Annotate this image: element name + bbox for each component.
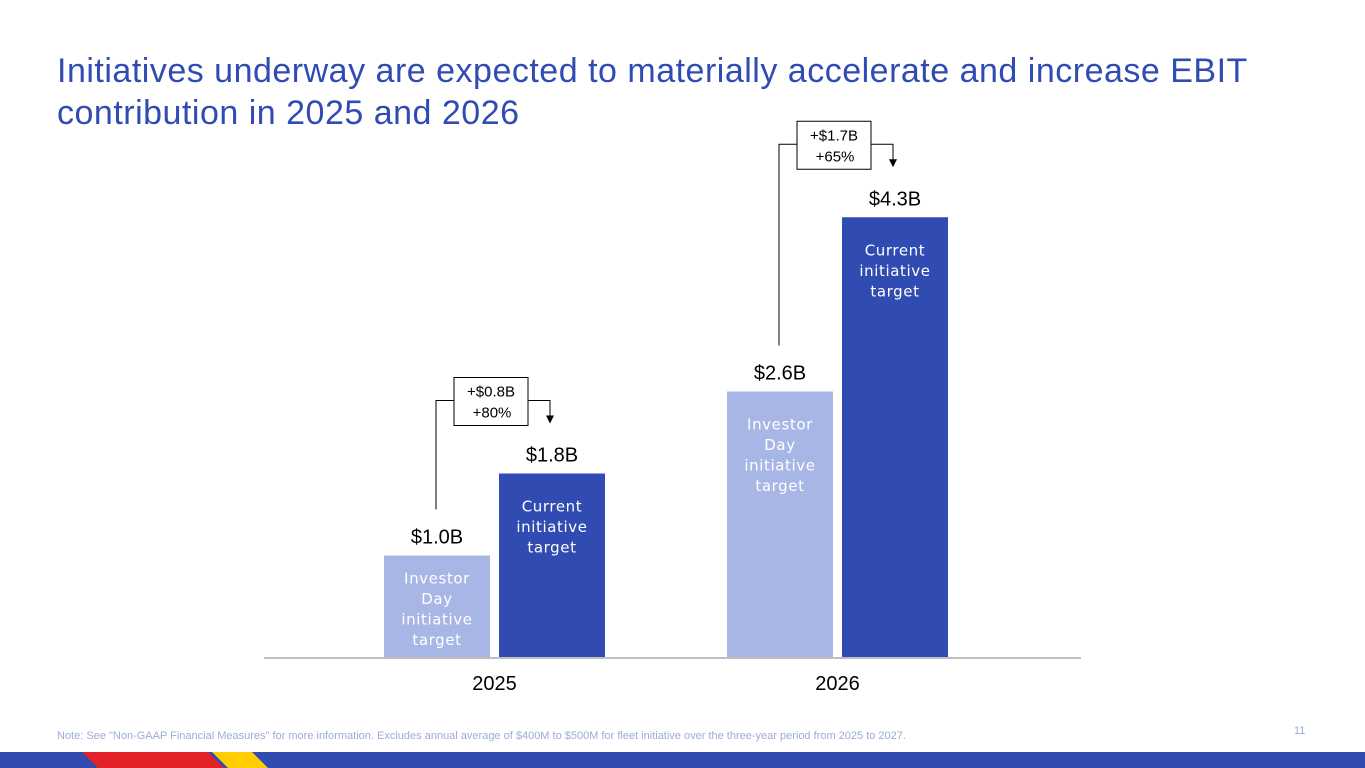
bar-inner-label-2025-investor-day: initiative xyxy=(401,611,472,629)
delta-box-2025 xyxy=(453,377,529,426)
footer-blue-stripe xyxy=(0,752,1365,768)
bar-inner-label-2025-investor-day: Day xyxy=(421,590,452,608)
x-tick-label-2026: 2026 xyxy=(815,673,860,695)
bar-inner-label-2026-investor-day: initiative xyxy=(744,457,815,475)
bar-inner-label-2026-investor-day: target xyxy=(755,477,804,495)
bar-inner-label-2026-investor-day: Investor xyxy=(747,416,813,434)
bar-current-2026 xyxy=(842,217,948,658)
delta-arrowhead-2026 xyxy=(889,159,897,168)
bar-inner-label-2025-current: target xyxy=(527,539,576,557)
bar-inner-label-2026-current: target xyxy=(870,282,919,300)
bar-investor-day-2025 xyxy=(384,555,490,658)
delta-box-2026 xyxy=(796,120,872,170)
bar-inner-label-2026-investor-day: Day xyxy=(764,436,795,454)
bar-inner-label-2025-current: initiative xyxy=(516,518,587,536)
delta-arrowhead-2025 xyxy=(546,415,554,424)
delta-percent-2026: +65% xyxy=(816,148,855,165)
bar-inner-label-2025-investor-day: Investor xyxy=(404,570,470,588)
value-label-2025-investor-day: $1.0B xyxy=(411,527,463,549)
value-label-2025-current: $1.8B xyxy=(526,445,578,467)
footer-red-stripe xyxy=(82,752,224,768)
slide-title: Initiatives underway are expected to mat… xyxy=(57,52,1248,132)
value-label-2026-investor-day: $2.6B xyxy=(754,363,806,385)
bar-inner-label-2025-current: Current xyxy=(522,498,583,516)
page-number: 11 xyxy=(1294,725,1306,737)
delta-bracket-right-2026 xyxy=(871,143,894,160)
delta-value-2025: +$0.8B xyxy=(467,384,515,401)
bar-inner-label-2026-current: initiative xyxy=(859,262,930,280)
ebit-bar-chart: $1.0B Investor Day initiative target $2.6B Inv… xyxy=(264,120,1081,695)
delta-bracket-left-2025 xyxy=(435,400,454,510)
bar-inner-label-2025-investor-day: target xyxy=(412,631,461,649)
delta-value-2026: +$1.7B xyxy=(810,127,858,144)
value-label-2026-current: $4.3B xyxy=(869,188,921,210)
footnote: Note: See "Non-GAAP Financial Measures" … xyxy=(57,730,906,742)
bar-investor-day-2026 xyxy=(727,391,833,658)
delta-bracket-left-2026 xyxy=(778,143,797,346)
delta-bracket-right-2025 xyxy=(528,400,551,416)
footer-yellow-stripe xyxy=(212,752,268,768)
bar-current-2025 xyxy=(499,473,605,658)
x-tick-label-2025: 2025 xyxy=(472,673,517,695)
bar-inner-label-2026-current: Current xyxy=(865,241,926,259)
delta-percent-2025: +80% xyxy=(473,405,512,422)
footer-brand-band xyxy=(0,752,1365,768)
